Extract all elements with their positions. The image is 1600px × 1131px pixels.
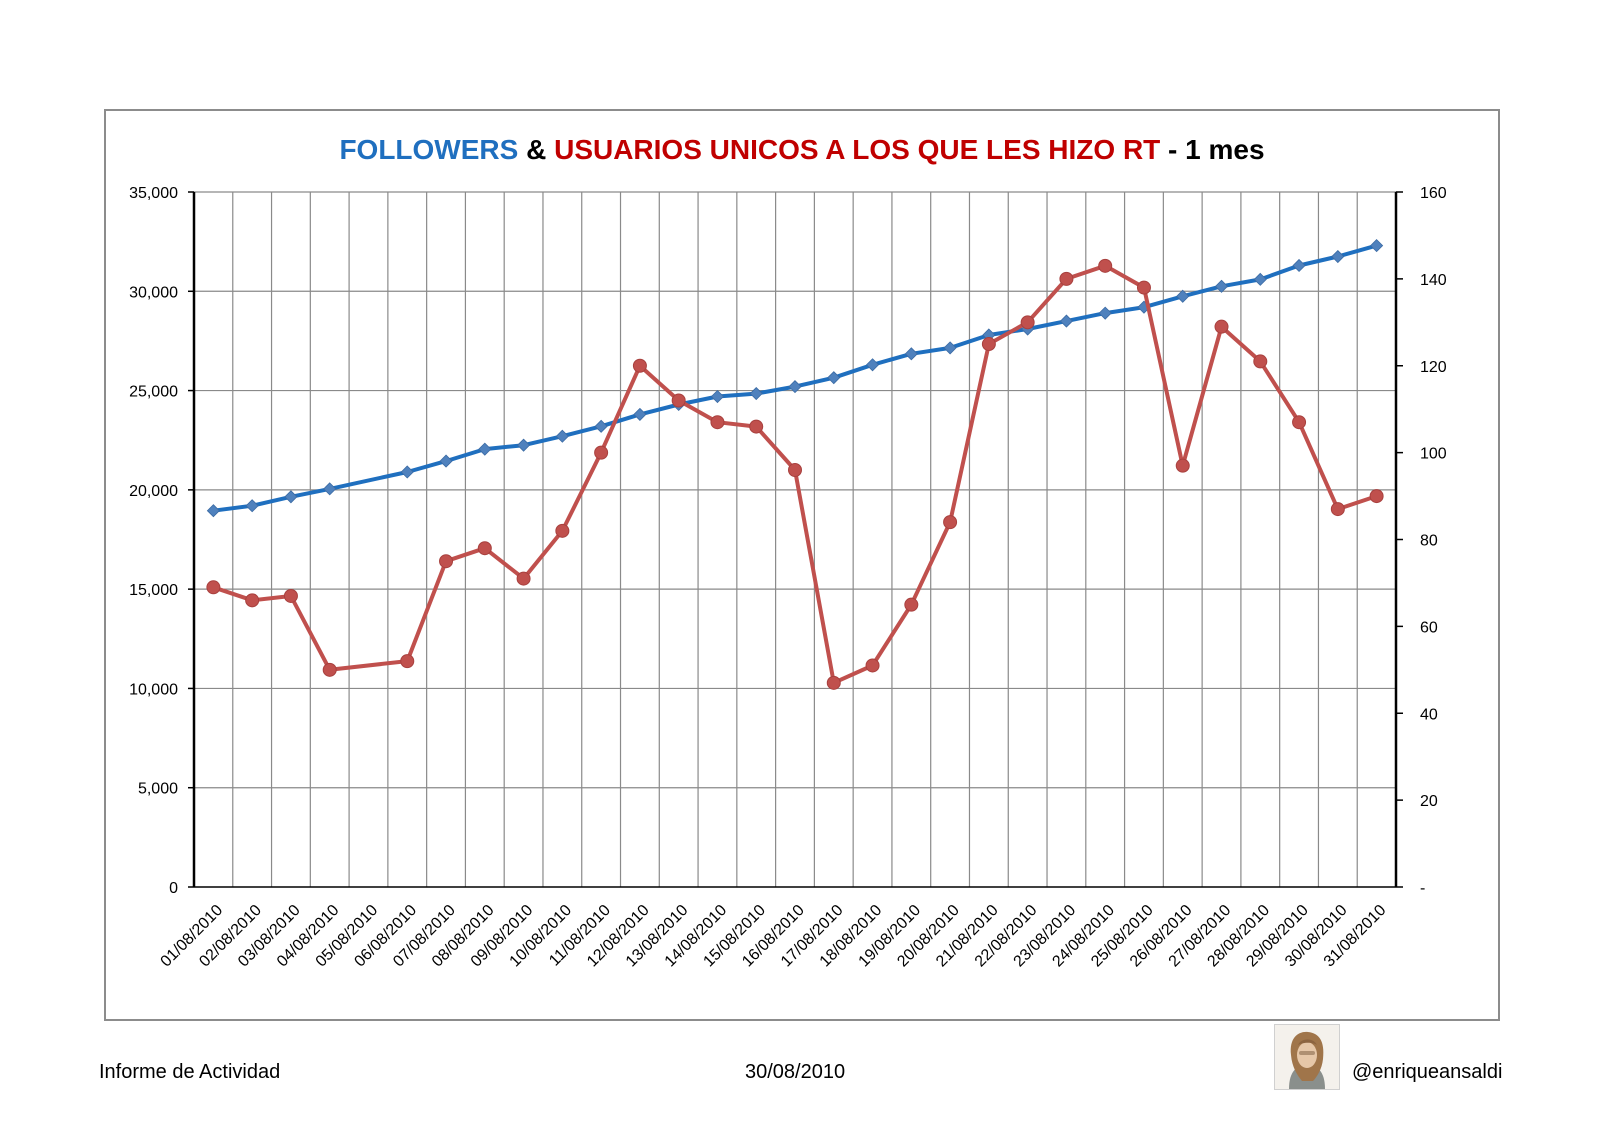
retweeted-users-point xyxy=(943,515,958,530)
followers-line xyxy=(213,243,1378,513)
user-photo-icon xyxy=(1275,1025,1339,1089)
followers-point xyxy=(1176,289,1190,303)
y-left-tick-label: 20,000 xyxy=(129,483,178,500)
chart-title: FOLLOWERS & USUARIOS UNICOS A LOS QUE LE… xyxy=(339,134,1264,165)
followers-point xyxy=(1059,314,1073,328)
followers-point xyxy=(284,490,298,504)
retweeted-users-point xyxy=(477,541,492,556)
retweeted-users-point xyxy=(400,654,415,669)
y-left-tick-label: 35,000 xyxy=(129,185,178,202)
retweeted-users-point xyxy=(710,415,725,430)
followers-point xyxy=(1098,306,1112,320)
followers-point xyxy=(749,386,763,401)
y-left-tick-label: 0 xyxy=(169,880,178,897)
chart-frame: FOLLOWERS & USUARIOS UNICOS A LOS QUE LE… xyxy=(104,109,1500,1021)
retweeted-users-point xyxy=(749,419,764,434)
avatar xyxy=(1274,1024,1340,1090)
followers-point xyxy=(323,482,337,496)
y-left-tick-label: 10,000 xyxy=(129,681,178,698)
y-right-tick-label: 100 xyxy=(1420,446,1447,463)
followers-point xyxy=(439,454,453,468)
retweeted-users-point xyxy=(1292,415,1307,430)
retweeted-users-point xyxy=(1253,354,1268,369)
followers-point xyxy=(245,499,259,513)
followers-point xyxy=(943,341,957,355)
footer-report-label: Informe de Actividad xyxy=(99,1061,281,1083)
followers-point xyxy=(1253,272,1267,286)
axes xyxy=(188,191,1403,888)
followers-point xyxy=(1331,249,1345,264)
retweeted-users-point xyxy=(1136,280,1151,295)
retweeted-users-point xyxy=(1214,319,1229,334)
followers-point xyxy=(555,429,569,443)
followers-point xyxy=(1370,239,1384,253)
retweeted-users-point xyxy=(904,597,919,612)
followers-point xyxy=(517,438,531,452)
retweeted-users-point xyxy=(788,463,802,477)
followers-point xyxy=(400,465,414,479)
footer-twitter-handle: @enriqueansaldi xyxy=(1352,1061,1503,1083)
retweeted-users-point xyxy=(594,445,609,460)
followers-point xyxy=(788,380,802,394)
y-right-tick-label: 140 xyxy=(1420,272,1447,289)
retweeted-users-point xyxy=(322,662,337,677)
retweeted-users-point xyxy=(1059,271,1074,286)
y-right-tick-label: 160 xyxy=(1420,185,1447,202)
retweeted-users-point xyxy=(1020,315,1035,330)
retweeted-users-point xyxy=(439,554,454,569)
followers-point xyxy=(478,442,492,456)
y-right-tick-label: 20 xyxy=(1420,793,1438,810)
y-left-tick-label: 5,000 xyxy=(138,781,178,798)
y-right-tick-label: 80 xyxy=(1420,533,1438,550)
followers-point xyxy=(827,371,841,385)
retweeted-users-point xyxy=(1330,502,1345,517)
retweeted-users-point xyxy=(555,523,570,538)
title-usuarios-rt: USUARIOS UNICOS A LOS QUE LES HIZO RT xyxy=(554,134,1160,165)
followers-point xyxy=(865,358,880,372)
title-followers: FOLLOWERS xyxy=(339,134,518,165)
gridlines xyxy=(194,191,1396,887)
followers-point xyxy=(1214,279,1229,293)
followers-point xyxy=(904,347,918,361)
y-right-tick-label: 60 xyxy=(1420,619,1438,636)
retweeted-users-point xyxy=(283,588,298,603)
retweeted-users-point xyxy=(981,337,996,352)
y-left-tick-label: 15,000 xyxy=(129,582,178,599)
retweeted-users-point xyxy=(1098,258,1113,273)
series xyxy=(206,239,1384,690)
retweeted-users-point xyxy=(671,393,686,408)
followers-point xyxy=(206,504,220,518)
retweeted-users-point xyxy=(516,571,531,586)
y-right-tick-label: 40 xyxy=(1420,706,1438,723)
retweeted-users-point xyxy=(865,658,880,673)
followers-point xyxy=(633,407,647,421)
footer-date: 30/08/2010 xyxy=(745,1061,846,1083)
title-ampersand: & xyxy=(518,134,554,165)
retweeted-users-line xyxy=(212,263,1378,685)
y-right-tick-label: - xyxy=(1420,880,1425,897)
chart-svg: FOLLOWERS & USUARIOS UNICOS A LOS QUE LE… xyxy=(129,134,1447,970)
retweeted-users-point xyxy=(1369,489,1384,504)
retweeted-users-point xyxy=(632,358,647,373)
followers-point xyxy=(1292,258,1306,273)
retweeted-users-point xyxy=(826,675,841,690)
retweeted-users-point xyxy=(206,580,221,595)
title-period: - 1 mes xyxy=(1160,134,1264,165)
y-left-tick-label: 30,000 xyxy=(129,284,178,301)
tick-labels: 0 5,000 10,000 15,000 20,000 25,000 30,000 35,0… xyxy=(129,185,1447,970)
y-left-tick-label: 25,000 xyxy=(129,384,178,401)
retweeted-users-point xyxy=(1175,458,1190,473)
followers-point xyxy=(710,389,725,404)
y-right-tick-label: 120 xyxy=(1420,359,1447,376)
followers-point xyxy=(594,419,608,433)
retweeted-users-point xyxy=(245,593,260,608)
